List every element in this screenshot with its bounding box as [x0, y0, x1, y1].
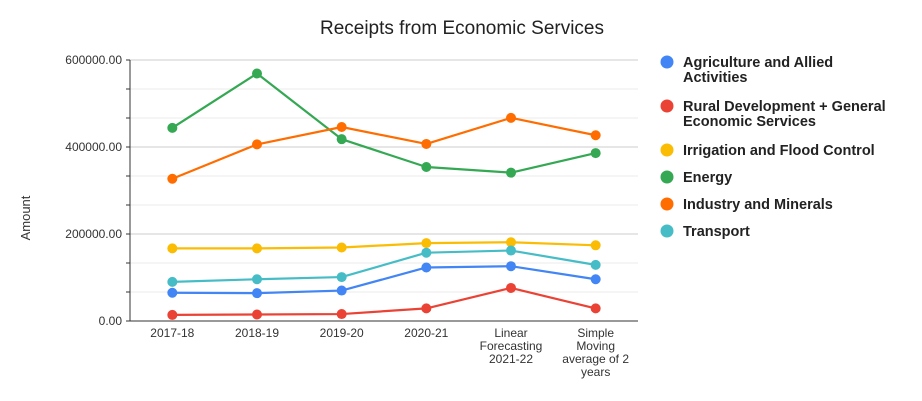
series-5 [167, 112, 601, 184]
y-tick-label: 0.00 [99, 314, 123, 328]
data-point[interactable] [336, 285, 347, 296]
chart-title: Receipts from Economic Services [320, 18, 604, 39]
data-point[interactable] [421, 138, 432, 149]
data-point[interactable] [336, 121, 347, 132]
y-tick-label: 400000.00 [65, 140, 122, 154]
data-point[interactable] [590, 130, 601, 141]
data-point[interactable] [336, 134, 347, 145]
y-tick-label: 200000.00 [65, 227, 122, 241]
series-layer [167, 68, 601, 320]
x-tick-label: Simple Moving average of 2 years [562, 326, 629, 379]
data-point[interactable] [252, 243, 262, 254]
series-4 [167, 68, 601, 178]
data-point[interactable] [506, 167, 516, 178]
series-line [171, 116, 596, 180]
data-point[interactable] [336, 272, 347, 283]
data-point[interactable] [421, 303, 432, 314]
data-point[interactable] [421, 162, 432, 173]
data-point[interactable] [252, 309, 262, 320]
series-line [172, 241, 596, 250]
legend-swatch [660, 170, 674, 184]
data-point[interactable] [506, 282, 516, 293]
gridlines [130, 59, 638, 322]
legend-item[interactable]: Industry and Minerals [660, 197, 833, 213]
series-line [171, 72, 596, 174]
data-point[interactable] [252, 288, 262, 299]
y-tick-labels: 0.00 200000.00 400000.00 600000.00 [65, 53, 122, 328]
series-3 [167, 237, 601, 254]
legend-swatch [660, 99, 674, 113]
legend-label: Agriculture and Allied Activities [683, 55, 833, 86]
data-point[interactable] [590, 259, 601, 270]
legend-label: Transport [683, 224, 750, 240]
y-axis-title: Amount [18, 195, 33, 240]
legend-item[interactable]: Agriculture and Allied Activities [660, 55, 834, 86]
series-line [172, 286, 596, 317]
data-point[interactable] [167, 309, 178, 320]
data-point[interactable] [506, 261, 516, 272]
data-point[interactable] [167, 122, 178, 133]
data-point[interactable] [336, 242, 347, 253]
legend-swatch [660, 224, 674, 238]
x-tick-labels: 2017-18 2018-19 2019-20 2020-21 Linear Foreca… [150, 326, 629, 379]
legend-item[interactable]: Energy [660, 170, 733, 186]
data-point[interactable] [252, 68, 262, 79]
data-point[interactable] [167, 243, 178, 254]
series-line [172, 249, 596, 283]
legend-swatch [660, 55, 674, 69]
data-point[interactable] [252, 274, 262, 285]
data-point[interactable] [336, 309, 347, 320]
y-tick-label: 600000.00 [65, 53, 122, 67]
series-6 [167, 245, 601, 287]
data-point[interactable] [421, 238, 432, 249]
x-tick-label: Linear Forecasting 2021-22 [480, 326, 543, 366]
series-line [172, 265, 596, 295]
x-tick-label: 2020-21 [404, 326, 448, 340]
legend-item[interactable]: Transport [660, 224, 751, 240]
data-point[interactable] [590, 148, 601, 159]
series-1 [167, 261, 601, 299]
data-point[interactable] [590, 240, 601, 251]
axes [126, 59, 131, 322]
data-point[interactable] [590, 303, 601, 314]
legend[interactable]: Agriculture and Allied Activities Rural De… [660, 55, 886, 240]
x-tick-label: 2018-19 [235, 326, 279, 340]
data-point[interactable] [506, 245, 516, 256]
legend-label: Irrigation and Flood Control [683, 143, 875, 159]
legend-label: Industry and Minerals [683, 197, 833, 213]
legend-label: Energy [683, 170, 732, 186]
legend-item[interactable]: Rural Development + General Economic Serv… [660, 99, 886, 130]
legend-swatch [660, 197, 674, 211]
data-point[interactable] [590, 274, 601, 285]
legend-label: Rural Development + General Economic Serv… [683, 99, 886, 130]
x-tick-label: 2019-20 [320, 326, 364, 340]
data-point[interactable] [506, 237, 516, 248]
legend-item[interactable]: Irrigation and Flood Control [660, 143, 875, 159]
data-point[interactable] [252, 139, 262, 150]
legend-swatch [660, 143, 674, 157]
data-point[interactable] [167, 287, 178, 298]
data-point[interactable] [421, 262, 432, 273]
x-tick-label: 2017-18 [150, 326, 194, 340]
data-point[interactable] [167, 173, 178, 184]
data-point[interactable] [506, 112, 516, 123]
series-2 [167, 282, 601, 320]
data-point[interactable] [421, 247, 432, 258]
data-point[interactable] [167, 276, 178, 287]
